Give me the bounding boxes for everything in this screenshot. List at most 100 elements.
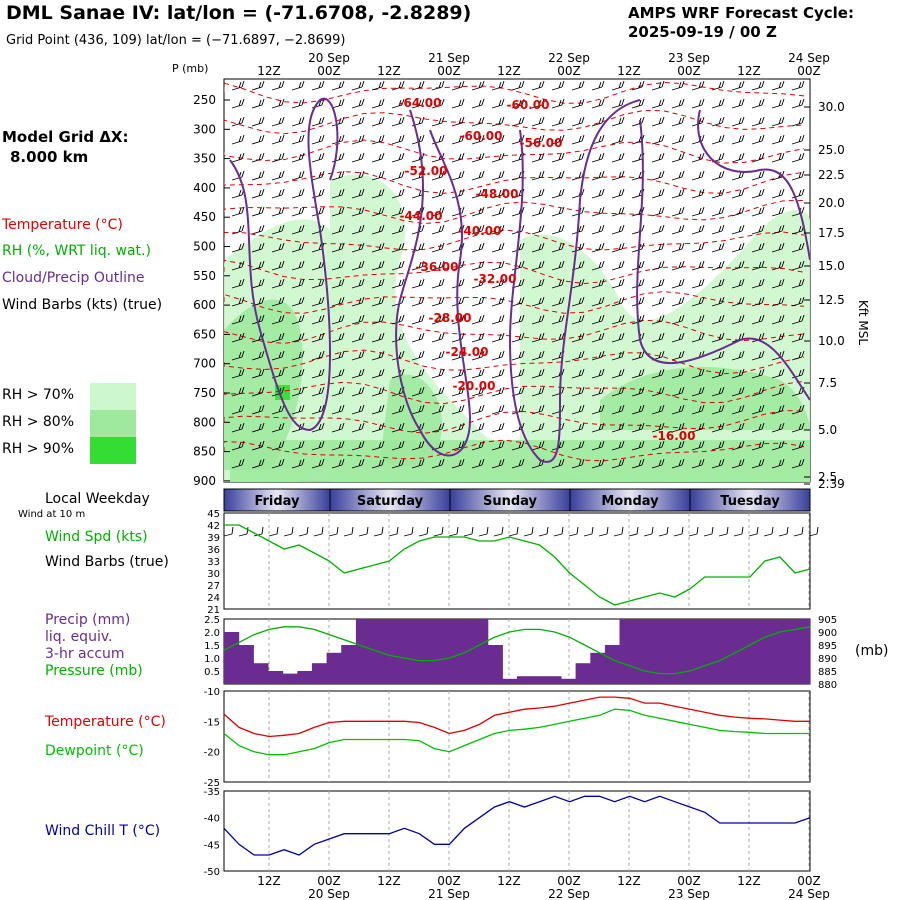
wind-barb: [491, 458, 505, 469]
wind-barb: [511, 116, 525, 127]
height-tick-label: 2.39: [818, 477, 845, 491]
wind-barb: [311, 368, 325, 379]
wind-barb: [551, 206, 565, 217]
precip-bar: [297, 671, 313, 684]
wind-barb: [311, 170, 325, 181]
wind-barb: [251, 350, 265, 361]
surface-wind-barb-flag: [546, 526, 549, 535]
pressure-tick-label: 400: [193, 181, 216, 195]
wind-barb: [491, 170, 505, 181]
surface-wind-barb-flag: [591, 526, 594, 535]
precip-tick: 2.5: [204, 615, 220, 626]
wind-barb: [611, 332, 625, 343]
wind-barb: [331, 224, 345, 235]
wind-barb: [691, 152, 705, 163]
wind-barb: [491, 206, 505, 217]
wind-barb: [551, 296, 565, 307]
surface-wind-barb: [808, 533, 818, 537]
wind-barb: [491, 116, 505, 127]
wind-barb: [771, 422, 785, 433]
wind-barb: [271, 404, 285, 415]
wind-barb: [271, 206, 285, 217]
wind-barb: [551, 224, 565, 235]
wind-barb: [812, 279, 824, 288]
wind-barb: [751, 314, 765, 325]
wind-barb: [251, 134, 265, 145]
wind-barb: [511, 260, 525, 271]
wind-barb: [491, 404, 505, 415]
wind-barb: [631, 98, 645, 109]
wind-barb: [651, 134, 665, 145]
surface-wind-barb: [403, 533, 413, 537]
wind-barb: [691, 386, 705, 397]
wind-barb: [731, 242, 745, 253]
top-time-tick: 00Z: [317, 64, 341, 78]
wind-barb: [651, 80, 665, 91]
wind-barb: [651, 152, 665, 163]
surface-wind-barb-flag: [741, 526, 744, 535]
wind-barb: [751, 350, 765, 361]
wind-barb: [591, 404, 605, 415]
wind-barb: [411, 80, 425, 91]
wind-barb: [411, 314, 425, 325]
surface-wind-barb: [298, 533, 308, 537]
wind-barb: [711, 350, 725, 361]
wind-barb: [391, 170, 405, 181]
height-tick-label: 2.5: [818, 470, 837, 484]
top-time-tick: 00Z: [797, 64, 821, 78]
wind-barb: [591, 170, 605, 181]
wind-barb: [271, 296, 285, 307]
wind-barb: [671, 296, 685, 307]
wind-barb: [431, 314, 445, 325]
wind-barb: [731, 278, 745, 289]
wind-barb: [471, 422, 485, 433]
surface-wind-barb-flag: [411, 526, 414, 535]
wind-barb: [611, 404, 625, 415]
wind-barb: [711, 170, 725, 181]
wind-barb: [351, 242, 365, 253]
wind-barb: [791, 116, 805, 127]
precip-bar: [678, 619, 694, 684]
surface-wind-barb-flag: [711, 526, 714, 535]
wind-barb: [691, 80, 705, 91]
wind-barb: [771, 332, 785, 343]
precip-bar: [429, 619, 445, 684]
surface-wind-barb-flag: [276, 526, 279, 535]
wind-barb: [791, 440, 805, 451]
surface-wind-barb-flag: [381, 526, 384, 535]
surface-wind-barb: [553, 533, 563, 537]
cloud-outline: [697, 109, 810, 261]
wind-barb: [571, 134, 585, 145]
wind-barb: [391, 98, 405, 109]
wind-barb: [431, 386, 445, 397]
precip-bar: [399, 619, 415, 684]
wind-barb: [231, 368, 245, 379]
wind-barb: [471, 224, 485, 235]
wind-barb: [351, 278, 365, 289]
wind-barb: [791, 368, 805, 379]
forecast-cycle-line1: AMPS WRF Forecast Cycle:: [628, 4, 854, 22]
height-tick-label: 17.5: [818, 226, 845, 240]
wind-barb: [691, 98, 705, 109]
wind-barb: [751, 206, 765, 217]
wind-barb: [371, 98, 385, 109]
surface-wind-barb: [343, 533, 353, 537]
wind-barb: [651, 170, 665, 181]
wind-barb: [291, 188, 305, 199]
wind-barb: [671, 404, 685, 415]
wind-barb: [271, 242, 285, 253]
temperature-label: -32.00: [474, 272, 517, 286]
wind-barb: [291, 458, 305, 469]
wind-barb: [671, 386, 685, 397]
wind-barb: [311, 440, 325, 451]
wind-barb: [291, 404, 305, 415]
precip-bar: [531, 676, 547, 684]
surface-wind-barb: [793, 533, 803, 537]
top-date-tick: 24 Sep: [788, 51, 830, 65]
wind-barb: [471, 260, 485, 271]
wind-barb: [231, 80, 245, 91]
wind-barb: [511, 332, 525, 343]
wind-barb: [671, 332, 685, 343]
wind-barb: [591, 350, 605, 361]
wind-barb: [471, 188, 485, 199]
